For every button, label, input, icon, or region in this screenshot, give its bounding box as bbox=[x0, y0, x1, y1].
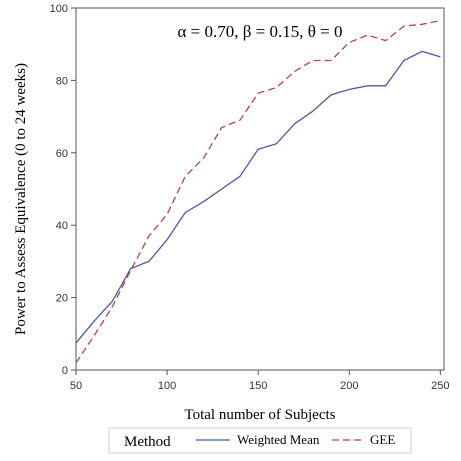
chart-annotation: α = 0.70, β = 0.15, θ = 0 bbox=[178, 22, 343, 41]
y-tick-label: 80 bbox=[56, 75, 68, 87]
x-tick-label: 100 bbox=[158, 380, 176, 392]
y-tick-label: 20 bbox=[56, 293, 68, 305]
y-tick-label: 0 bbox=[62, 365, 68, 377]
x-tick-label: 200 bbox=[340, 380, 358, 392]
legend-label-weighted-mean: Weighted Mean bbox=[237, 432, 320, 447]
x-tick-label: 50 bbox=[70, 380, 82, 392]
legend: Method Weighted Mean GEE bbox=[108, 427, 412, 454]
series-line-gee bbox=[75, 20, 441, 364]
y-tick-label: 100 bbox=[50, 3, 68, 15]
y-tick-label: 60 bbox=[56, 148, 68, 160]
plot-frame bbox=[75, 7, 445, 371]
legend-title: Method bbox=[124, 434, 171, 450]
y-axis-ticks: 0 20 40 60 80 100 bbox=[50, 3, 76, 377]
legend-frame bbox=[108, 427, 412, 454]
x-tick-label: 150 bbox=[249, 380, 267, 392]
x-axis-ticks: 50 100 150 200 250 bbox=[70, 370, 450, 392]
legend-label-gee: GEE bbox=[370, 432, 395, 447]
series-layer bbox=[75, 20, 441, 364]
series-line-weighted-mean bbox=[75, 50, 441, 344]
y-axis-title: Power to Assess Equivalence (0 to 24 wee… bbox=[13, 63, 29, 335]
x-tick-label: 250 bbox=[431, 380, 449, 392]
y-tick-label: 40 bbox=[56, 220, 68, 232]
x-axis-title: Total number of Subjects bbox=[184, 407, 335, 423]
